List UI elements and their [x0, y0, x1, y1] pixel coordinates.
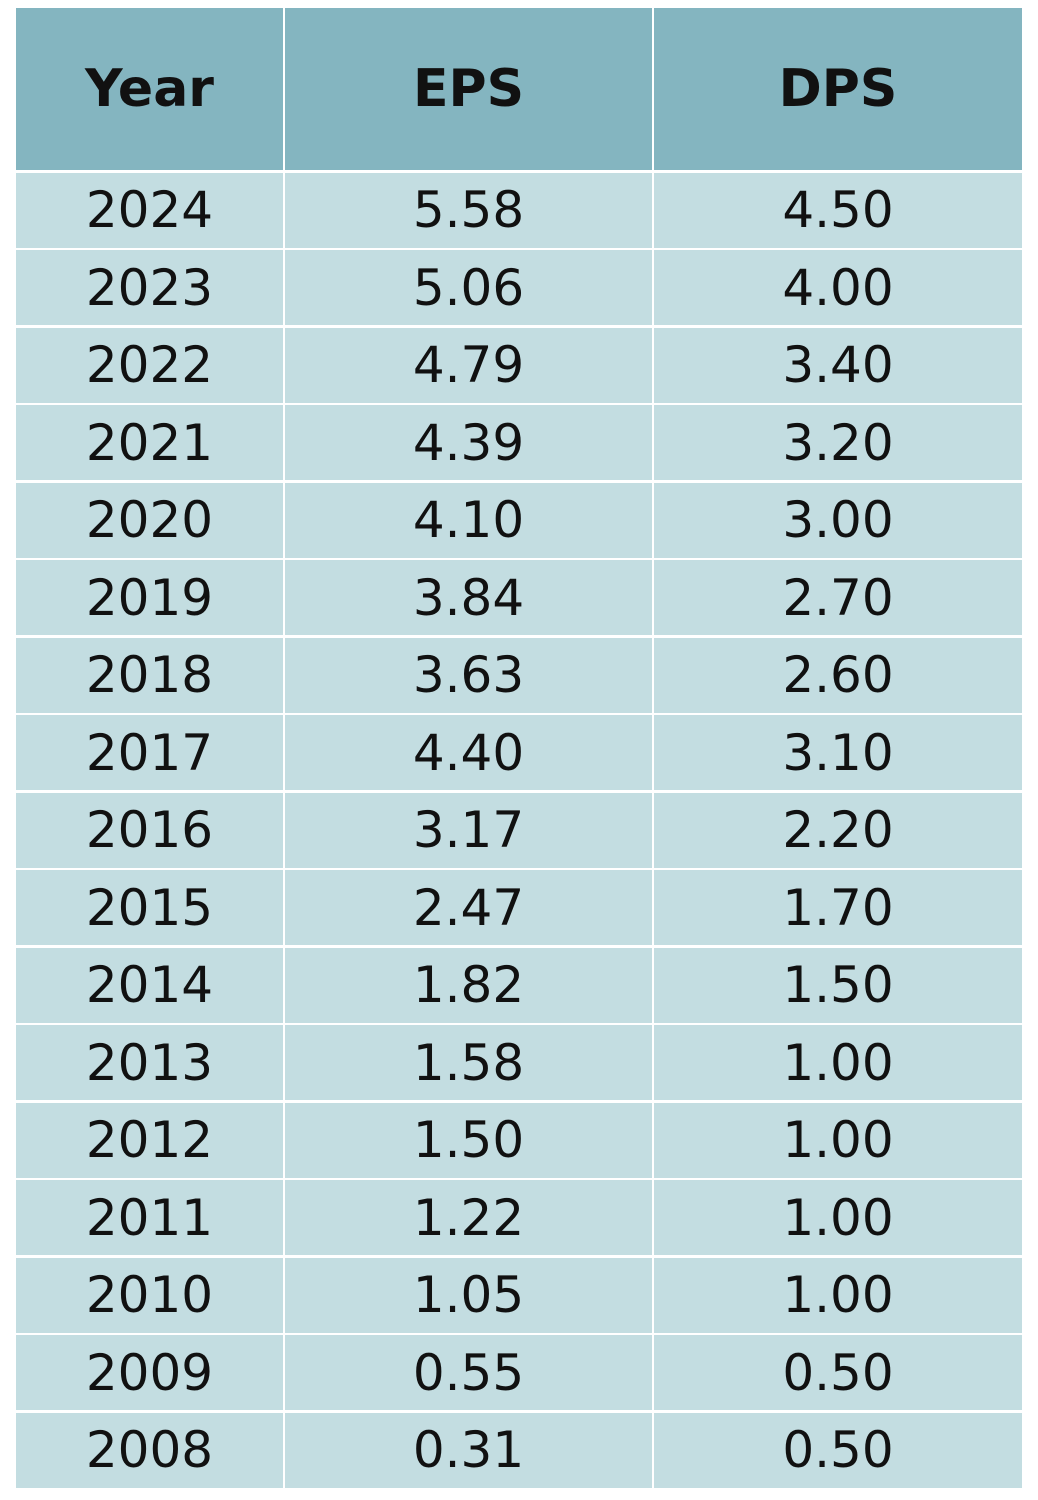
table-cell: 1.05 — [285, 1257, 652, 1333]
table-cell: 1.00 — [654, 1102, 1022, 1178]
table-cell: 3.20 — [654, 405, 1022, 480]
table-cell: 2.60 — [654, 637, 1022, 713]
table-cell: 2014 — [16, 947, 283, 1023]
header-cell: DPS — [654, 8, 1022, 170]
table-cell: 2.47 — [285, 870, 652, 945]
table-cell: 3.63 — [285, 637, 652, 713]
table-cell: 2009 — [16, 1335, 283, 1410]
table-cell: 4.10 — [285, 482, 652, 558]
table-cell: 4.40 — [285, 715, 652, 790]
table-cell: 3.84 — [285, 560, 652, 635]
table-cell: 0.31 — [285, 1412, 652, 1488]
table-cell: 1.70 — [654, 870, 1022, 945]
table-cell: 1.22 — [285, 1180, 652, 1255]
table-cell: 2008 — [16, 1412, 283, 1488]
table-cell: 4.79 — [285, 327, 652, 403]
table-cell: 4.00 — [654, 250, 1022, 325]
table-cell: 4.50 — [654, 172, 1022, 248]
table-cell: 3.17 — [285, 792, 652, 868]
table-cell: 2021 — [16, 405, 283, 480]
table-cell: 2.70 — [654, 560, 1022, 635]
table-cell: 4.39 — [285, 405, 652, 480]
table-cell: 2.20 — [654, 792, 1022, 868]
table-cell: 2019 — [16, 560, 283, 635]
table-cell: 0.55 — [285, 1335, 652, 1410]
table-cell: 1.00 — [654, 1180, 1022, 1255]
table-cell: 2016 — [16, 792, 283, 868]
table-cell: 1.82 — [285, 947, 652, 1023]
table-cell: 2013 — [16, 1025, 283, 1100]
header-cell: EPS — [285, 8, 652, 170]
table-cell: 2011 — [16, 1180, 283, 1255]
table-cell: 2010 — [16, 1257, 283, 1333]
table-cell: 2017 — [16, 715, 283, 790]
table-cell: 1.50 — [654, 947, 1022, 1023]
table-cell: 3.00 — [654, 482, 1022, 558]
table-cell: 2023 — [16, 250, 283, 325]
table-cell: 1.50 — [285, 1102, 652, 1178]
table-cell: 1.58 — [285, 1025, 652, 1100]
header-cell: Year — [16, 8, 283, 170]
table-cell: 3.10 — [654, 715, 1022, 790]
table-cell: 2015 — [16, 870, 283, 945]
table-cell: 1.00 — [654, 1257, 1022, 1333]
table-cell: 1.00 — [654, 1025, 1022, 1100]
table-cell: 0.50 — [654, 1412, 1022, 1488]
table-cell: 2012 — [16, 1102, 283, 1178]
table-cell: 2022 — [16, 327, 283, 403]
table-cell: 0.50 — [654, 1335, 1022, 1410]
data-table: Year EPS DPS 2024 5.58 4.50 2023 5.06 4.00 2022 4.… — [16, 8, 1022, 1488]
table-cell: 2018 — [16, 637, 283, 713]
table-cell: 5.58 — [285, 172, 652, 248]
table-cell: 2020 — [16, 482, 283, 558]
table-cell: 2024 — [16, 172, 283, 248]
table-cell: 5.06 — [285, 250, 652, 325]
table-cell: 3.40 — [654, 327, 1022, 403]
